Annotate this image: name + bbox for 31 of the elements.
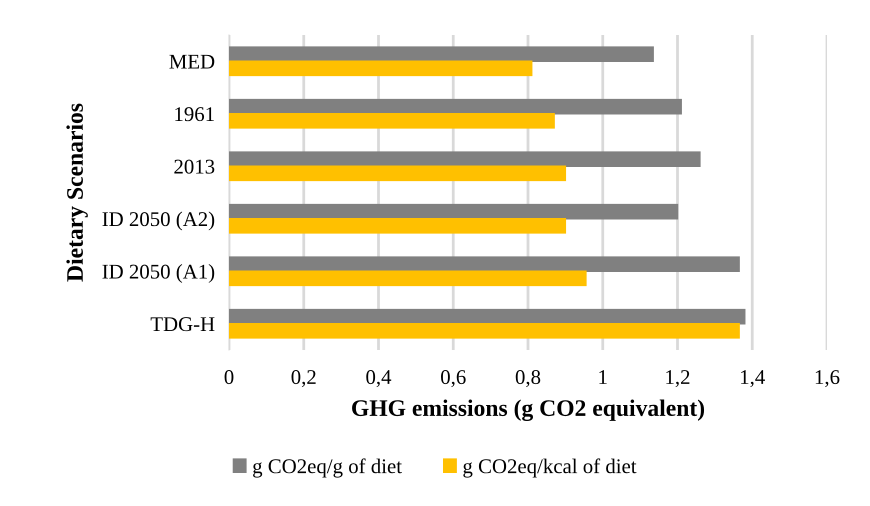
bar — [229, 46, 654, 62]
x-axis-title: GHG emissions (g CO2 equivalent) — [352, 399, 704, 422]
x-tick-label: 0 — [224, 370, 234, 384]
x-tick-label: 0,8 — [516, 370, 540, 388]
y-tick-label: 1961 — [175, 107, 214, 122]
y-tick-label: TDG-H — [150, 317, 214, 332]
y-tick-label: ID 2050 (A1) — [102, 264, 214, 283]
x-tick-label: 0,4 — [366, 370, 392, 388]
x-tick-label: 1,4 — [741, 370, 765, 388]
x-tick-label: 0,2 — [292, 370, 316, 388]
x-tick-label: 1 — [599, 370, 607, 384]
x-tick-label: 1,2 — [666, 370, 690, 388]
y-axis-title: Dietary Scenarios — [66, 104, 88, 282]
bar — [229, 308, 746, 324]
bar — [229, 270, 587, 286]
bar — [229, 113, 555, 129]
y-tick-label: MED — [169, 54, 214, 69]
legend-label: g CO2eq/kcal of diet — [463, 458, 636, 478]
y-tick-label: 2013 — [174, 160, 214, 174]
bar — [229, 323, 740, 339]
x-tick-label: 1,6 — [816, 370, 840, 388]
bar — [229, 166, 566, 182]
bar — [229, 256, 740, 272]
bar — [229, 218, 566, 234]
bar — [229, 60, 532, 76]
legend-label: g CO2eq/g of diet — [253, 458, 402, 478]
bar — [229, 98, 682, 114]
bar — [229, 204, 678, 220]
bar — [229, 151, 701, 167]
x-tick-label: 0,6 — [441, 370, 466, 388]
y-tick-label: ID 2050 (A2) — [102, 212, 214, 230]
